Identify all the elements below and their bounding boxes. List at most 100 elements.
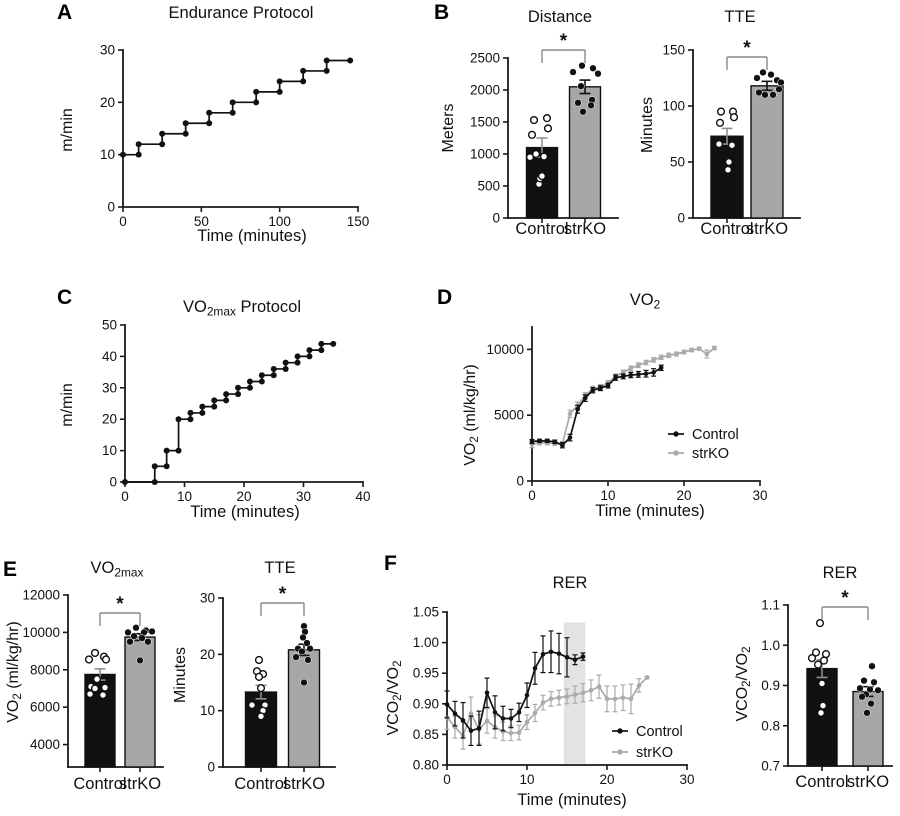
axes bbox=[531, 326, 761, 482]
data-point bbox=[300, 78, 307, 85]
chart-title: VO2 bbox=[630, 291, 661, 311]
data-point bbox=[753, 74, 761, 82]
data-point bbox=[254, 672, 264, 681]
data-point bbox=[211, 403, 218, 410]
data-point bbox=[818, 701, 828, 710]
data-point bbox=[235, 391, 242, 398]
data-point bbox=[85, 689, 95, 699]
y-tick-label: 20 bbox=[102, 412, 117, 427]
data-point bbox=[723, 165, 733, 174]
y-tick-label: 30 bbox=[100, 43, 115, 58]
legend: Control strKO bbox=[612, 724, 683, 761]
y-axis-ticks: 0 10 20 30 40 50 bbox=[102, 318, 125, 490]
significance: * bbox=[260, 584, 305, 616]
y-tick-label: 4000 bbox=[30, 737, 60, 752]
data-point bbox=[860, 677, 868, 685]
data-point bbox=[306, 347, 313, 354]
data-point bbox=[247, 700, 257, 710]
data-point bbox=[863, 709, 871, 717]
data-point bbox=[727, 141, 737, 150]
data-point bbox=[529, 439, 535, 444]
data-point bbox=[525, 153, 535, 162]
data-point bbox=[122, 479, 128, 485]
data-point bbox=[643, 360, 649, 365]
series-control bbox=[444, 630, 586, 747]
data-point bbox=[136, 656, 144, 665]
y-tick-label: 150 bbox=[662, 43, 685, 58]
data-point bbox=[182, 130, 189, 137]
data-point bbox=[628, 696, 634, 702]
category-label: Control bbox=[73, 775, 126, 793]
data-point bbox=[724, 157, 734, 167]
data-point bbox=[256, 684, 266, 693]
data-point bbox=[492, 710, 498, 715]
data-point bbox=[531, 149, 541, 159]
data-point bbox=[578, 62, 586, 70]
data-point bbox=[817, 679, 827, 688]
data-point bbox=[582, 395, 588, 401]
legend-label: strKO bbox=[636, 745, 673, 761]
y-axis-label: Minutes bbox=[639, 97, 656, 153]
data-point bbox=[452, 711, 458, 716]
chart-title: Endurance Protocol bbox=[169, 4, 314, 22]
data-point bbox=[552, 439, 558, 445]
y-tick-label: 50 bbox=[102, 318, 117, 333]
data-point bbox=[542, 114, 552, 123]
data-point bbox=[572, 657, 578, 663]
data-point bbox=[658, 365, 664, 371]
data-point bbox=[256, 712, 266, 721]
series-control bbox=[529, 364, 664, 449]
legend-label: Control bbox=[692, 427, 739, 443]
data-point bbox=[303, 639, 311, 647]
significance-star: * bbox=[279, 584, 287, 605]
data-point bbox=[318, 347, 325, 354]
data-point bbox=[175, 416, 182, 423]
bar-strko bbox=[750, 80, 784, 223]
data-point bbox=[199, 409, 206, 416]
axes bbox=[124, 324, 364, 483]
data-point bbox=[767, 70, 775, 79]
panel-letter-b: B bbox=[434, 1, 450, 24]
category-label: strKO bbox=[283, 775, 325, 793]
data-point bbox=[254, 655, 264, 665]
axes bbox=[507, 57, 619, 219]
y-tick-label: 1500 bbox=[470, 115, 500, 130]
data-point bbox=[689, 347, 694, 353]
data-point bbox=[294, 353, 301, 360]
data-point bbox=[527, 130, 537, 139]
scatter-points-control bbox=[525, 114, 553, 189]
significance-star: * bbox=[743, 38, 751, 59]
data-point bbox=[229, 99, 236, 106]
y-axis-label: VCO2/VO2 bbox=[734, 646, 753, 721]
x-axis-ticks: 0 10 20 30 bbox=[528, 481, 768, 503]
data-point bbox=[681, 349, 687, 355]
y-tick-label: 0 bbox=[677, 211, 685, 226]
chart-title: RER bbox=[553, 574, 588, 592]
data-point bbox=[163, 447, 170, 454]
scatter-points-strko bbox=[292, 622, 314, 687]
chart-title: TTE bbox=[264, 559, 295, 577]
data-point bbox=[187, 409, 194, 416]
step-series bbox=[122, 340, 337, 485]
data-point bbox=[258, 372, 265, 379]
data-point bbox=[524, 692, 530, 698]
data-point bbox=[124, 628, 132, 637]
y-tick-label: 30 bbox=[200, 591, 215, 606]
data-point bbox=[579, 108, 587, 116]
y-tick-label: 0.9 bbox=[761, 678, 780, 693]
category-label: Control bbox=[515, 220, 568, 238]
data-point bbox=[282, 365, 289, 372]
data-point bbox=[643, 371, 649, 377]
data-point bbox=[258, 378, 265, 385]
y-axis-label: m/min bbox=[59, 108, 76, 152]
data-point bbox=[132, 624, 140, 632]
x-tick-label: 20 bbox=[676, 488, 691, 503]
data-point bbox=[636, 372, 641, 377]
data-point bbox=[544, 438, 550, 444]
significance: * bbox=[726, 38, 768, 70]
data-point bbox=[223, 397, 230, 404]
x-tick-label: 30 bbox=[296, 489, 311, 504]
data-point bbox=[628, 372, 634, 378]
data-point bbox=[815, 619, 825, 628]
